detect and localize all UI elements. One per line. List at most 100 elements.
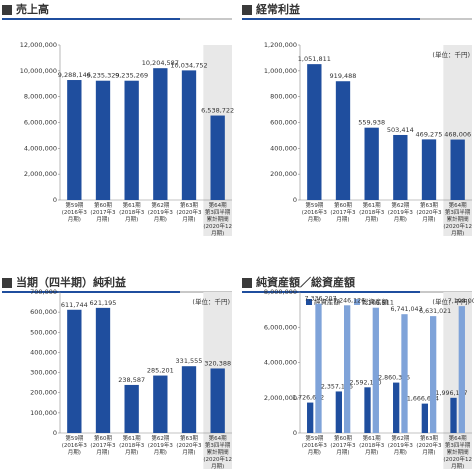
bar <box>67 309 82 433</box>
value-label: 919,488 <box>330 72 357 80</box>
value-label: 320,388 <box>204 359 231 367</box>
chart-title: 売上高 <box>16 2 49 16</box>
bar <box>95 80 111 200</box>
y-tick-label: 400,000 <box>30 348 57 356</box>
unit-label: (単位：千円) <box>192 297 230 306</box>
bar <box>372 307 379 433</box>
title-icon <box>2 5 12 15</box>
unit-label: (単位：千円) <box>432 297 470 306</box>
bar <box>307 402 314 433</box>
bar <box>210 115 225 200</box>
x-tick-label: 第59期 (2016年3月期) <box>301 436 327 456</box>
bar <box>421 139 437 200</box>
value-label: 10,204,587 <box>142 59 179 67</box>
bar <box>393 134 408 200</box>
x-tick-label: 第60期 (2017年3月期) <box>330 203 356 223</box>
value-label: 9,288,146 <box>58 71 91 79</box>
value-label: 285,201 <box>147 367 174 375</box>
x-tick-label: 第61期 (2018年3月期) <box>119 203 145 223</box>
value-label: 1,051,811 <box>298 55 331 63</box>
bar <box>450 139 465 200</box>
y-tick-label: 8,000,000 <box>24 93 57 101</box>
value-label: 469,275 <box>416 130 443 138</box>
y-tick-label: 4,000,000 <box>24 144 57 152</box>
y-tick-label: 2,000,000 <box>24 170 57 178</box>
y-tick-label: 10,000,000 <box>20 67 57 75</box>
value-label: 7,336,207 <box>304 296 336 303</box>
shaded-band <box>443 292 472 469</box>
x-tick-label: 第62期 (2019年3月期) <box>147 436 173 456</box>
legend-swatch <box>354 299 360 305</box>
y-tick-label: 0 <box>53 196 57 204</box>
value-label: 468,006 <box>444 131 471 139</box>
y-tick-label: 1,200,000 <box>264 41 297 49</box>
y-tick-label: 800,000 <box>270 93 297 101</box>
bar <box>364 127 379 200</box>
x-tick-label: 第63期 (2020年3月期) <box>416 436 442 456</box>
value-label: 2,860,385 <box>378 375 410 382</box>
value-label: 611,744 <box>61 301 88 309</box>
bar <box>124 384 139 433</box>
value-label: 7,246,126 <box>333 297 365 304</box>
y-tick-label: 700,000 <box>30 288 57 296</box>
y-tick-label: 8,000,000 <box>264 288 297 296</box>
bar <box>364 387 371 433</box>
bar <box>421 403 428 433</box>
bar <box>335 391 342 433</box>
bar <box>210 368 225 433</box>
bar <box>124 80 139 200</box>
x-tick-label: 第63期 (2020年3月期) <box>176 436 202 456</box>
value-label: 1,726,612 <box>292 395 324 402</box>
title-icon <box>2 278 12 288</box>
y-tick-label: 0 <box>53 429 57 437</box>
x-tick-label: 第61期 (2018年3月期) <box>359 436 385 456</box>
value-label: 559,938 <box>358 119 385 127</box>
x-tick-label: 第64期 第3四半期累計期間 (2020年12月期) <box>443 436 472 470</box>
bar <box>393 382 400 433</box>
y-tick-label: 2,000,000 <box>264 394 297 402</box>
x-tick-label: 第64期 第3四半期累計期間 (2020年12月期) <box>203 203 232 237</box>
bar <box>458 306 465 433</box>
legend-label: 純資産額 <box>314 297 341 306</box>
bar <box>430 316 437 433</box>
x-tick-label: 第60期 (2017年3月期) <box>90 436 116 456</box>
y-tick-label: 1,000,000 <box>264 67 297 75</box>
x-tick-label: 第61期 (2018年3月期) <box>119 436 145 456</box>
chart-title: 純資産額／総資産額 <box>256 275 355 289</box>
x-tick-label: 第62期 (2019年3月期) <box>147 203 173 223</box>
y-tick-label: 4,000,000 <box>264 359 297 367</box>
bar <box>153 375 168 433</box>
bar <box>181 366 197 433</box>
x-tick-label: 第59期 (2016年3月期) <box>61 203 87 223</box>
y-tick-label: 0 <box>293 429 297 437</box>
value-label: 9,235,329 <box>86 72 119 80</box>
y-tick-label: 400,000 <box>270 144 297 152</box>
y-tick-label: 12,000,000 <box>20 41 57 49</box>
value-label: 7,108,911 <box>362 300 394 307</box>
title-icon <box>242 5 252 15</box>
bar <box>335 81 351 200</box>
y-tick-label: 6,000,000 <box>24 119 57 127</box>
bar <box>181 70 197 200</box>
x-tick-label: 第60期 (2017年3月期) <box>90 203 116 223</box>
unit-label: (単位：千円) <box>432 50 470 59</box>
chart-title: 当期（四半期）純利益 <box>16 275 126 289</box>
value-label: 6,741,043 <box>390 306 422 313</box>
chart-title: 経常利益 <box>256 2 300 16</box>
y-tick-label: 200,000 <box>270 170 297 178</box>
y-tick-label: 200,000 <box>30 389 57 397</box>
value-label: 1,996,157 <box>435 390 467 397</box>
y-tick-label: 0 <box>293 196 297 204</box>
bar <box>307 64 322 200</box>
value-label: 6,538,722 <box>201 107 234 115</box>
value-label: 2,357,156 <box>321 383 353 390</box>
value-label: 238,587 <box>118 376 145 384</box>
bar <box>344 305 351 433</box>
bar <box>401 314 408 433</box>
bar <box>315 303 322 433</box>
x-tick-label: 第60期 (2017年3月期) <box>330 436 356 456</box>
y-tick-label: 600,000 <box>270 119 297 127</box>
x-tick-label: 第64期 第3四半期累計期間 (2020年12月期) <box>443 203 472 237</box>
value-label: 6,631,021 <box>419 308 451 315</box>
